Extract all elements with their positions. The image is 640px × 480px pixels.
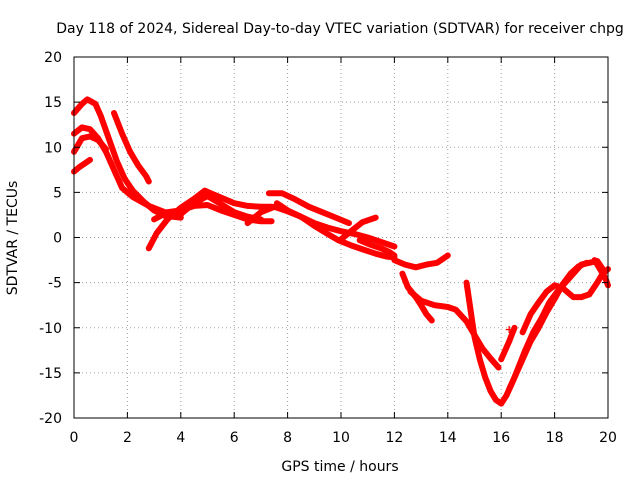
x-tick-label: 18 <box>546 430 564 446</box>
series-line-arc-5 <box>111 110 152 185</box>
series-line-arc-13 <box>356 237 398 259</box>
x-tick-label: 6 <box>230 430 239 446</box>
x-axis-title: GPS time / hours <box>281 459 398 475</box>
ticks: 0 2 4 6 8 10 12 14 16 18 20 -20 -15 -10 -5 0 5 10 15 20 <box>39 50 617 446</box>
outlier-point <box>505 326 513 334</box>
series-line-arc-14 <box>391 252 451 271</box>
x-tick-label: 20 <box>599 430 617 446</box>
y-tick-label: -15 <box>39 366 62 382</box>
x-tick-label: 14 <box>439 430 457 446</box>
series-line-arc-21 <box>591 257 611 289</box>
grid <box>74 57 608 418</box>
y-tick-label: -20 <box>39 411 62 427</box>
y-tick-label: 5 <box>53 185 62 201</box>
series-line-arc-9 <box>244 203 398 250</box>
y-tick-label: 15 <box>44 95 62 111</box>
x-tick-label: 2 <box>123 430 132 446</box>
y-axis-title: SDTVAR / TECUs <box>5 181 21 296</box>
x-tick-label: 12 <box>385 430 403 446</box>
x-tick-label: 16 <box>492 430 510 446</box>
series-line-arc-20 <box>519 266 611 336</box>
series-line-arc-4 <box>71 156 93 175</box>
series-layer <box>71 96 611 407</box>
series-line-arc-19 <box>506 258 606 393</box>
series-line-arc-8 <box>177 193 264 223</box>
y-tick-label: -5 <box>48 276 62 292</box>
y-tick-label: 10 <box>44 140 62 156</box>
series-line-arc-6 <box>145 187 275 252</box>
series-line-arc-10 <box>265 190 352 227</box>
x-tick-label: 8 <box>283 430 292 446</box>
y-tick-label: -10 <box>39 321 62 337</box>
series-line-arc-12 <box>338 214 379 243</box>
series-line-arc-18 <box>498 324 518 363</box>
series-line-arc-3 <box>71 133 109 155</box>
y-tick-label: 20 <box>44 50 62 66</box>
x-tick-label: 4 <box>176 430 185 446</box>
chart-title: Day 118 of 2024, Sidereal Day-to-day VTE… <box>56 21 624 37</box>
series-line-arc-2 <box>71 124 184 218</box>
x-tick-label: 0 <box>70 430 79 446</box>
y-tick-label: 0 <box>53 231 62 247</box>
x-tick-label: 10 <box>332 430 350 446</box>
series-line-arc-16 <box>407 288 502 371</box>
